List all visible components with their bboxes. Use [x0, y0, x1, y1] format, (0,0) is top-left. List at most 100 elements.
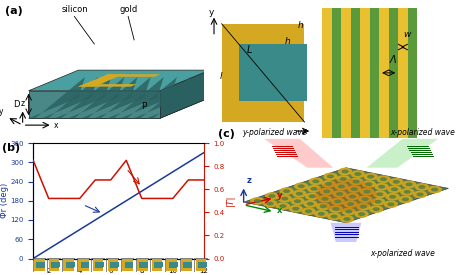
Circle shape — [431, 188, 438, 191]
Bar — [196, 259, 206, 271]
Circle shape — [327, 174, 334, 178]
Polygon shape — [108, 77, 164, 118]
Circle shape — [351, 170, 365, 178]
Circle shape — [314, 210, 328, 218]
Circle shape — [383, 200, 398, 208]
Circle shape — [338, 185, 345, 188]
Circle shape — [360, 188, 374, 196]
Circle shape — [356, 203, 371, 210]
Text: x: x — [302, 126, 307, 136]
Circle shape — [301, 207, 316, 215]
Circle shape — [268, 194, 275, 198]
Circle shape — [336, 175, 350, 183]
Circle shape — [263, 200, 277, 207]
Circle shape — [298, 184, 305, 188]
Circle shape — [393, 180, 400, 184]
Circle shape — [289, 205, 303, 213]
Polygon shape — [68, 77, 124, 118]
Circle shape — [413, 191, 427, 198]
Circle shape — [347, 202, 354, 206]
Y-axis label: Φr (deg): Φr (deg) — [0, 183, 9, 218]
Text: silicon: silicon — [61, 6, 88, 14]
Bar — [389, 8, 398, 138]
Circle shape — [334, 183, 348, 190]
Bar — [183, 262, 191, 268]
Text: x: x — [277, 206, 283, 215]
Circle shape — [279, 204, 286, 208]
Circle shape — [342, 170, 349, 174]
Bar — [398, 8, 408, 138]
Circle shape — [428, 186, 442, 193]
Circle shape — [373, 207, 380, 211]
Bar — [110, 262, 118, 268]
Bar — [36, 262, 45, 268]
Circle shape — [406, 182, 413, 186]
Circle shape — [385, 193, 400, 201]
Bar — [198, 262, 206, 268]
Circle shape — [376, 192, 383, 196]
Circle shape — [391, 187, 398, 191]
Circle shape — [378, 185, 385, 189]
Circle shape — [362, 180, 376, 188]
Circle shape — [291, 197, 305, 205]
Polygon shape — [28, 91, 160, 118]
Bar — [70, 262, 75, 268]
Circle shape — [309, 177, 323, 185]
Circle shape — [369, 205, 383, 213]
Text: L: L — [246, 45, 252, 56]
Bar — [166, 259, 177, 271]
Bar — [41, 262, 46, 268]
Circle shape — [319, 204, 327, 208]
Circle shape — [349, 178, 363, 185]
Text: gold: gold — [119, 6, 137, 14]
Polygon shape — [55, 77, 111, 118]
Circle shape — [400, 188, 414, 196]
Circle shape — [321, 197, 328, 201]
Circle shape — [340, 177, 347, 181]
Circle shape — [254, 199, 261, 203]
Circle shape — [278, 195, 292, 202]
Bar — [351, 8, 360, 138]
Text: y: y — [209, 8, 215, 17]
Bar — [341, 8, 351, 138]
Bar — [188, 262, 192, 268]
Circle shape — [310, 187, 318, 191]
Text: z: z — [246, 176, 251, 185]
Circle shape — [371, 198, 385, 205]
Circle shape — [345, 210, 352, 213]
Bar — [51, 262, 59, 268]
Text: l: l — [219, 72, 222, 81]
Text: D: D — [13, 100, 20, 109]
Circle shape — [360, 205, 367, 208]
Circle shape — [296, 192, 303, 196]
Circle shape — [329, 205, 343, 213]
Bar — [81, 262, 89, 268]
Circle shape — [374, 183, 389, 191]
Text: Λ: Λ — [390, 54, 397, 65]
Circle shape — [380, 177, 387, 181]
Bar — [34, 259, 45, 271]
Polygon shape — [134, 77, 190, 118]
Polygon shape — [244, 168, 448, 223]
Circle shape — [342, 208, 356, 215]
Circle shape — [321, 180, 336, 188]
Circle shape — [307, 185, 321, 193]
Bar — [85, 262, 90, 268]
Bar — [379, 8, 389, 138]
Circle shape — [323, 172, 337, 180]
Circle shape — [402, 197, 409, 201]
Bar — [181, 259, 191, 271]
Bar — [370, 8, 379, 138]
Circle shape — [373, 190, 387, 198]
Polygon shape — [81, 77, 137, 118]
Circle shape — [336, 192, 343, 196]
Circle shape — [358, 195, 373, 203]
Circle shape — [276, 202, 290, 210]
Circle shape — [349, 195, 356, 199]
Polygon shape — [28, 70, 210, 91]
Circle shape — [318, 212, 325, 216]
Circle shape — [250, 197, 264, 205]
Circle shape — [374, 200, 382, 204]
Circle shape — [312, 179, 319, 183]
Bar — [202, 262, 207, 268]
